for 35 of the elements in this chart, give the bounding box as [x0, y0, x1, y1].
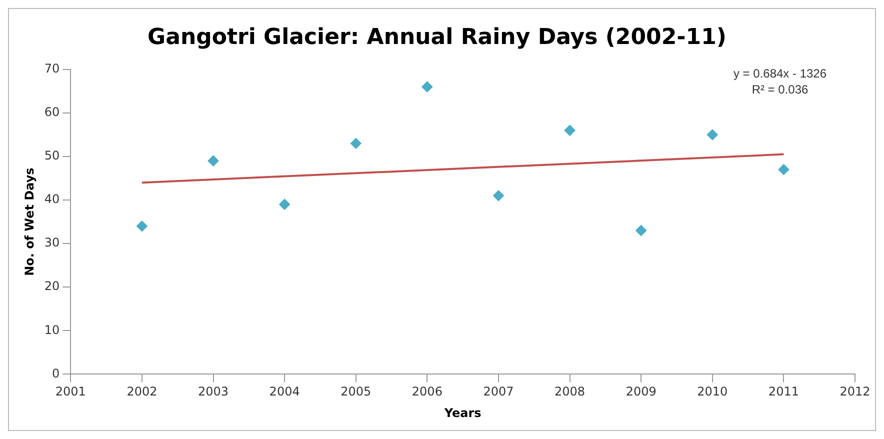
annotation: R² = 0.036 — [752, 82, 809, 96]
x-tick-label: 2009 — [626, 384, 656, 399]
chart-title: Gangotri Glacier: Annual Rainy Days (2002-11) — [148, 24, 726, 50]
x-tick-label: 2006 — [412, 384, 442, 399]
x-tick-label: 2007 — [483, 384, 514, 399]
x-tick-label: 2002 — [126, 384, 158, 399]
x-tick-label: 2011 — [768, 384, 799, 399]
point — [422, 81, 433, 92]
annotation: y = 0.684x - 1326 — [733, 66, 827, 80]
point — [706, 129, 718, 140]
y-tick-label: 30 — [44, 236, 60, 250]
point — [492, 190, 504, 202]
x-tick-label: 2005 — [340, 384, 372, 399]
point — [778, 164, 790, 176]
y-axis-title: No. of Wet Days — [22, 168, 36, 276]
point — [636, 225, 647, 236]
y-tick-label: 20 — [44, 279, 60, 294]
y-tick-label: 10 — [44, 322, 60, 337]
point — [279, 198, 290, 210]
y-tick-label: 0 — [52, 366, 60, 380]
point — [350, 138, 362, 149]
y-tick-label: 40 — [44, 192, 60, 206]
point — [208, 155, 219, 166]
x-axis-title: Years — [443, 406, 482, 420]
y-tick-label: 50 — [44, 148, 60, 163]
x-tick-label: 2008 — [554, 384, 586, 399]
x-tick-label: 2004 — [269, 384, 300, 399]
point — [136, 220, 148, 232]
x-tick-label: 2012 — [840, 384, 870, 399]
x-tick-label: 2003 — [198, 384, 229, 399]
x-tick-label: 2010 — [697, 384, 728, 399]
y-tick-label: 60 — [44, 105, 60, 120]
y-tick-label: 70 — [44, 62, 60, 76]
x-tick-label: 2001 — [55, 384, 86, 399]
point — [564, 124, 576, 136]
